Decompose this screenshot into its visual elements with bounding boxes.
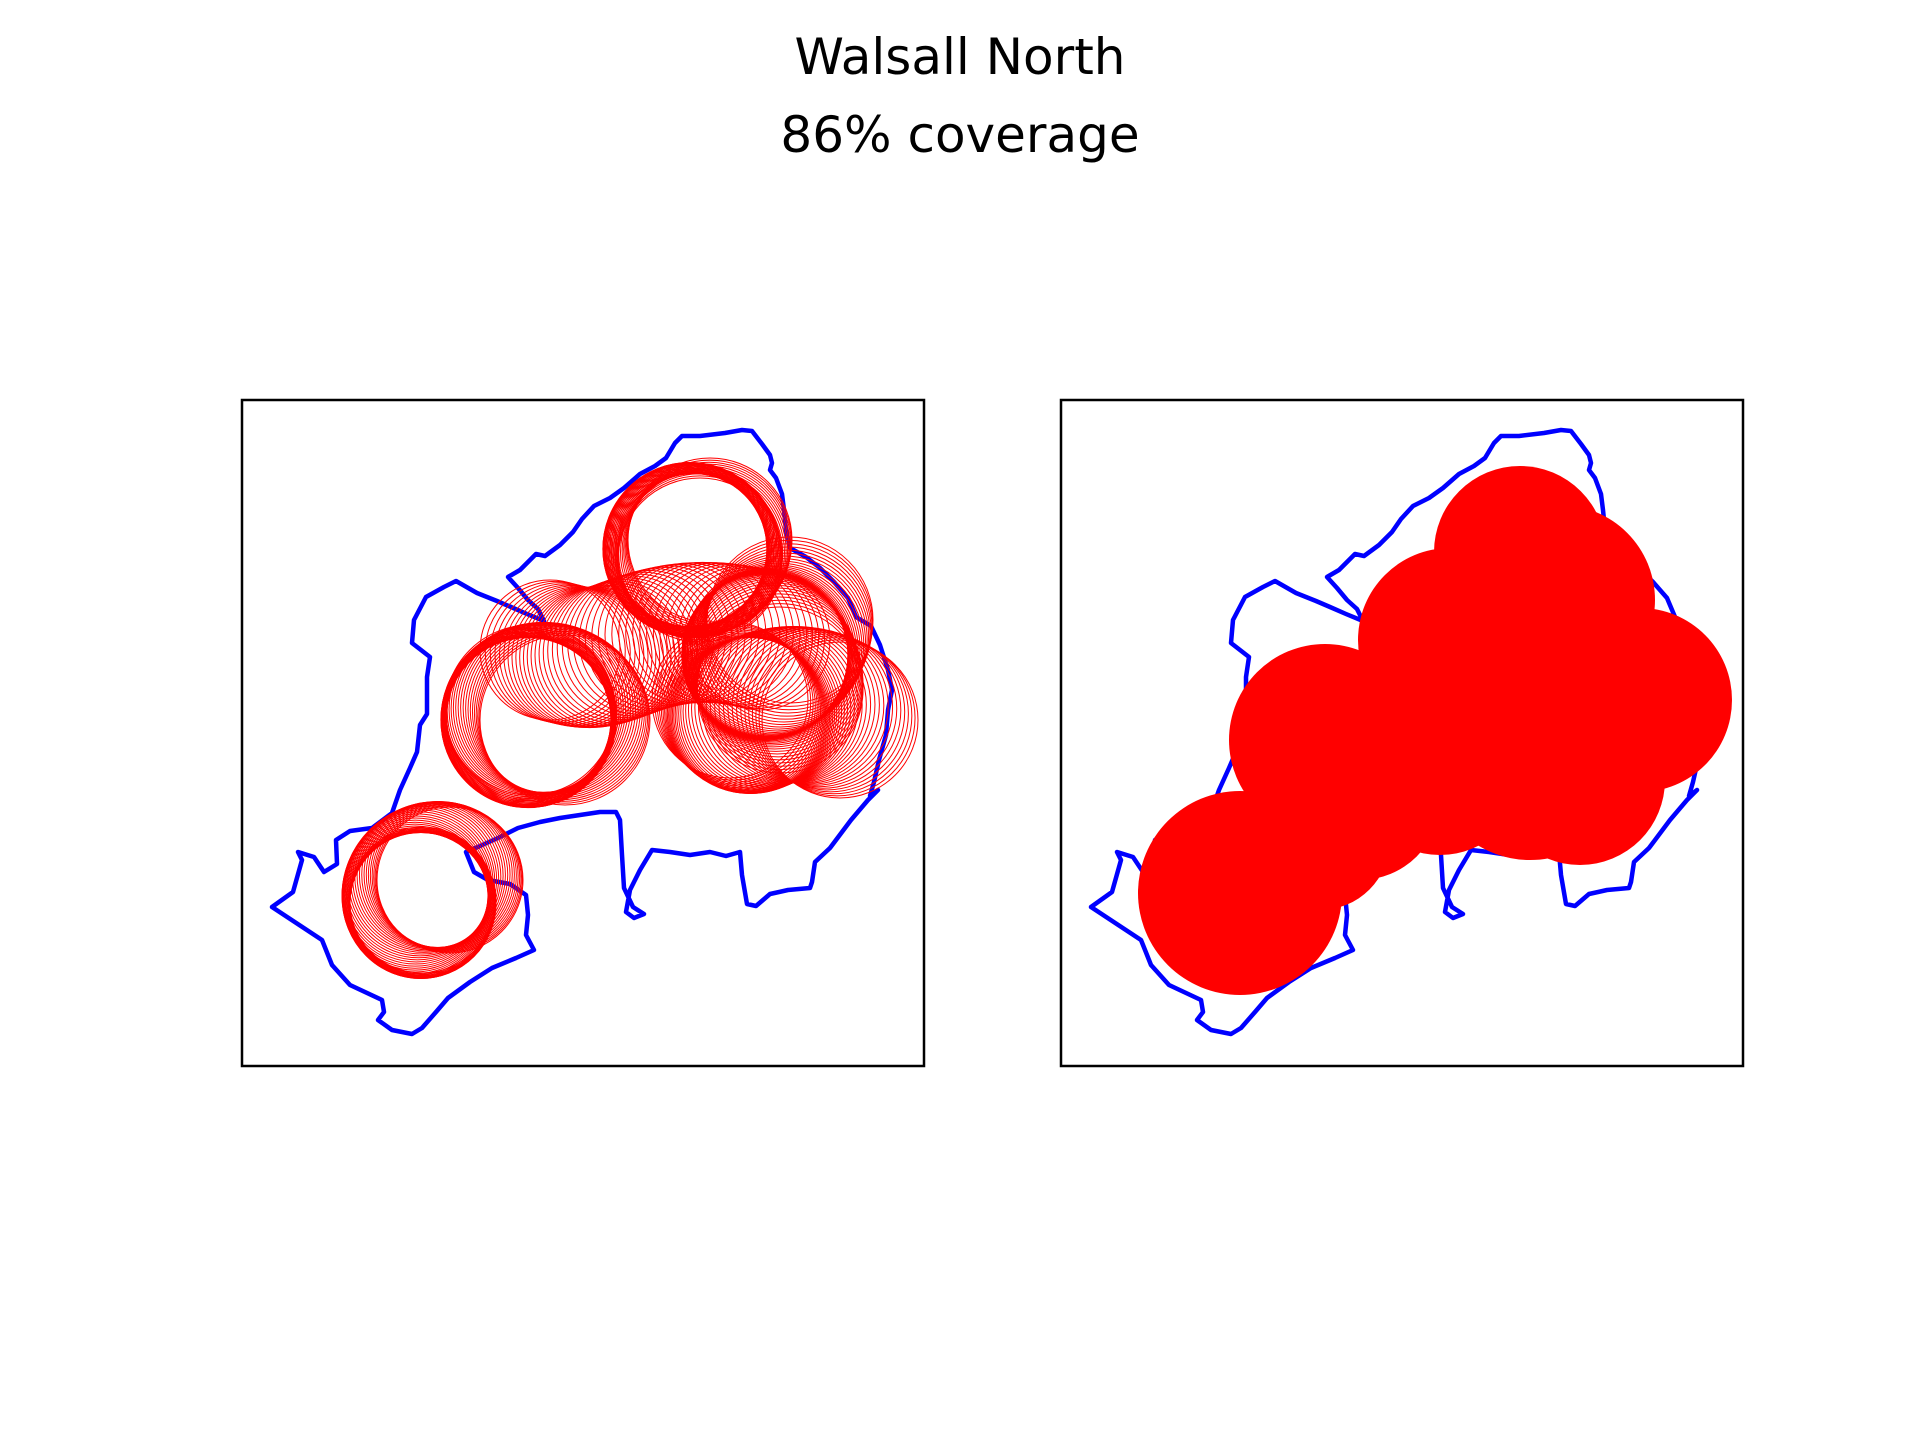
coverage-ring [376, 806, 524, 954]
coverage-ring [761, 641, 919, 799]
coverage-ring [479, 634, 651, 806]
coverage-ring [342, 817, 490, 965]
coverage-ring [751, 635, 909, 793]
coverage-ring [672, 565, 814, 707]
coverage-ring [342, 815, 490, 963]
coverage-circle [1355, 685, 1525, 855]
coverage-ring [441, 630, 613, 802]
coverage-ring [755, 637, 913, 795]
coverage-ring [616, 469, 782, 635]
right-axes-frame [1059, 398, 1745, 1068]
coverage-ring [371, 802, 519, 950]
coverage-filled-area [1138, 466, 1732, 995]
coverage-ring [731, 627, 889, 785]
coverage-ring [346, 809, 494, 957]
coverage-filled-panel [1059, 398, 1745, 1068]
coverage-ring [369, 801, 517, 949]
coverage-ring [662, 631, 820, 789]
left-axes-frame [240, 398, 926, 1068]
coverage-ring [705, 543, 873, 711]
coverage-circle [1495, 695, 1665, 865]
coverage-ring [471, 626, 643, 798]
coverage-ring [617, 477, 783, 643]
coverage-ring [374, 804, 522, 952]
coverage-ring [477, 630, 649, 802]
coverage-ring [373, 803, 521, 951]
coverage-ring [758, 639, 916, 797]
coverage-ring [352, 804, 500, 952]
coverage-ring [484, 580, 626, 722]
coverage-circle [1250, 770, 1390, 910]
coverage-ring [686, 575, 854, 743]
coverage-ring [345, 811, 493, 959]
coverage-ring [727, 626, 885, 784]
coverage-ring [343, 813, 491, 961]
coverage-rings-panel [240, 398, 926, 1068]
coverage-subtitle: 86% coverage [780, 106, 1140, 164]
coverage-ring [462, 622, 634, 794]
map-title: Walsall North [794, 28, 1126, 86]
coverage-rings [341, 457, 919, 980]
coverage-ring [465, 622, 637, 794]
coverage-ring [478, 632, 650, 804]
coverage-ring [748, 633, 906, 791]
coverage-ring [740, 630, 898, 788]
coverage-ring [736, 628, 894, 786]
coverage-ring [656, 625, 814, 783]
coverage-ring [744, 631, 902, 789]
coverage-ring [375, 805, 523, 953]
coverage-ring [494, 583, 636, 725]
title-block: Walsall North 86% coverage [0, 18, 1920, 174]
